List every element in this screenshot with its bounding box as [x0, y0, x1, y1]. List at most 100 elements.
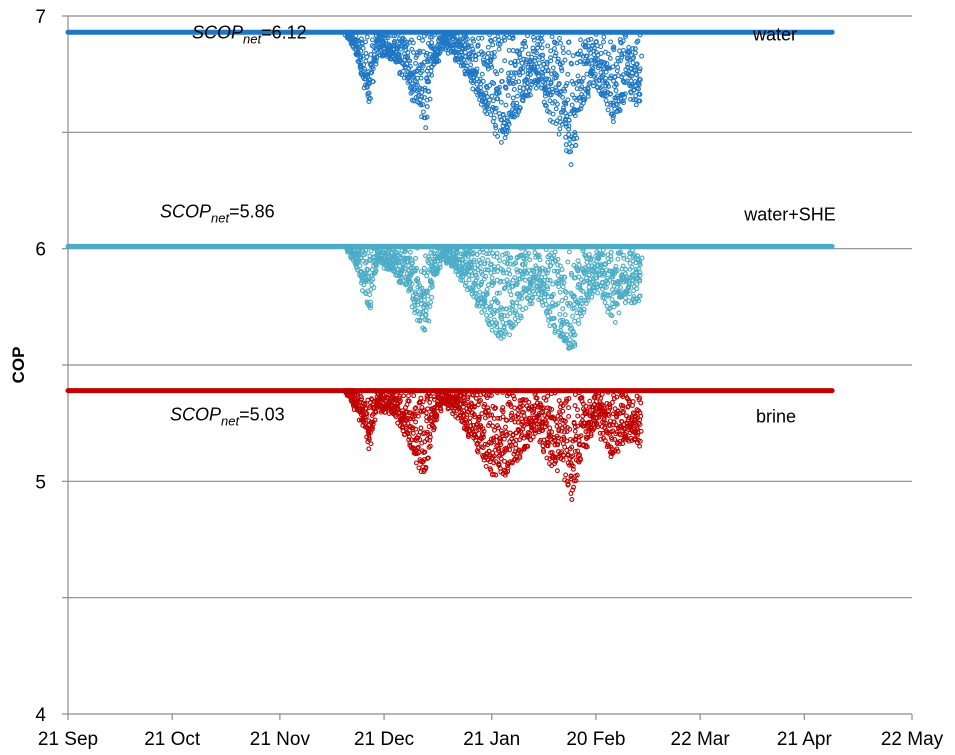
- data-point: [512, 419, 518, 425]
- data-point: [504, 417, 510, 423]
- data-point: [544, 284, 550, 289]
- data-point: [485, 407, 491, 413]
- data-point: [472, 269, 478, 275]
- data-point: [545, 67, 551, 73]
- data-point: [409, 437, 415, 443]
- data-point: [598, 395, 604, 401]
- data-point: [497, 258, 503, 263]
- data-point: [612, 319, 618, 325]
- data-point: [560, 306, 566, 312]
- data-point: [539, 38, 545, 44]
- data-point: [359, 396, 364, 402]
- data-point: [482, 296, 488, 302]
- data-point: [599, 267, 605, 273]
- data-point: [575, 268, 581, 274]
- data-point: [428, 299, 434, 305]
- data-point: [636, 298, 642, 304]
- data-point: [572, 332, 578, 338]
- data-point: [371, 285, 377, 291]
- data-point: [587, 398, 593, 404]
- data-point: [540, 286, 546, 292]
- data-point: [358, 388, 364, 394]
- data-point: [426, 79, 432, 85]
- data-point: [482, 401, 488, 407]
- data-point: [496, 46, 502, 52]
- data-point: [504, 261, 510, 267]
- data-point: [512, 260, 518, 266]
- scop-subscript: net: [243, 31, 262, 46]
- data-point: [498, 428, 504, 434]
- data-point: [605, 83, 611, 89]
- data-point: [413, 405, 419, 411]
- data-point: [423, 125, 429, 131]
- x-tick-label: 21 Apr: [777, 729, 833, 750]
- data-point: [572, 130, 578, 135]
- data-point: [591, 45, 597, 51]
- data-point: [511, 86, 517, 92]
- data-point: [509, 460, 515, 466]
- data-point: [500, 405, 506, 411]
- data-point: [613, 422, 619, 428]
- data-point: [617, 432, 623, 438]
- data-point: [516, 52, 522, 58]
- data-point: [491, 49, 497, 55]
- data-point: [484, 286, 490, 292]
- data-point: [564, 396, 570, 402]
- data-point: [404, 276, 409, 282]
- data-point: [552, 53, 558, 59]
- data-point: [566, 396, 572, 401]
- data-point: [419, 285, 425, 291]
- data-point: [518, 315, 524, 321]
- data-point: [494, 290, 500, 296]
- data-point: [420, 431, 426, 437]
- data-point: [547, 456, 553, 462]
- data-point: [575, 407, 580, 413]
- data-point: [541, 449, 547, 455]
- data-point: [508, 292, 514, 298]
- data-point: [598, 50, 604, 56]
- data-point: [555, 439, 561, 445]
- data-point: [542, 267, 548, 273]
- data-point: [544, 76, 549, 82]
- data-point: [514, 282, 520, 287]
- scop-subscript: net: [221, 414, 240, 429]
- data-point: [482, 441, 488, 447]
- data-point: [555, 56, 561, 62]
- data-point: [605, 292, 611, 298]
- data-point: [424, 31, 429, 37]
- data-point: [502, 58, 508, 64]
- data-point: [471, 250, 476, 256]
- data-point: [515, 58, 521, 64]
- data-point: [637, 91, 643, 97]
- data-point: [566, 117, 572, 123]
- data-point: [436, 58, 442, 64]
- data-point: [479, 35, 485, 41]
- data-point: [610, 100, 616, 106]
- data-point: [514, 100, 520, 106]
- data-point: [615, 256, 621, 262]
- x-tick-label: 22 May: [881, 729, 944, 750]
- data-point: [434, 413, 440, 419]
- data-point: [407, 63, 413, 69]
- data-point: [639, 53, 645, 59]
- data-point: [501, 313, 507, 319]
- data-point: [578, 106, 584, 112]
- data-point: [615, 65, 621, 70]
- data-point: [575, 423, 581, 429]
- data-point: [387, 245, 393, 251]
- data-point: [498, 316, 504, 322]
- data-point: [549, 429, 555, 435]
- data-point: [534, 64, 540, 70]
- data-point: [429, 43, 435, 49]
- data-point: [422, 95, 427, 101]
- data-point: [480, 445, 486, 451]
- data-point: [363, 58, 369, 64]
- data-point: [527, 257, 533, 263]
- data-point: [392, 389, 398, 395]
- data-point: [548, 58, 554, 64]
- data-point: [557, 35, 562, 41]
- scop-prefix: SCOP: [170, 405, 221, 425]
- data-point: [466, 272, 472, 278]
- data-point: [412, 406, 418, 412]
